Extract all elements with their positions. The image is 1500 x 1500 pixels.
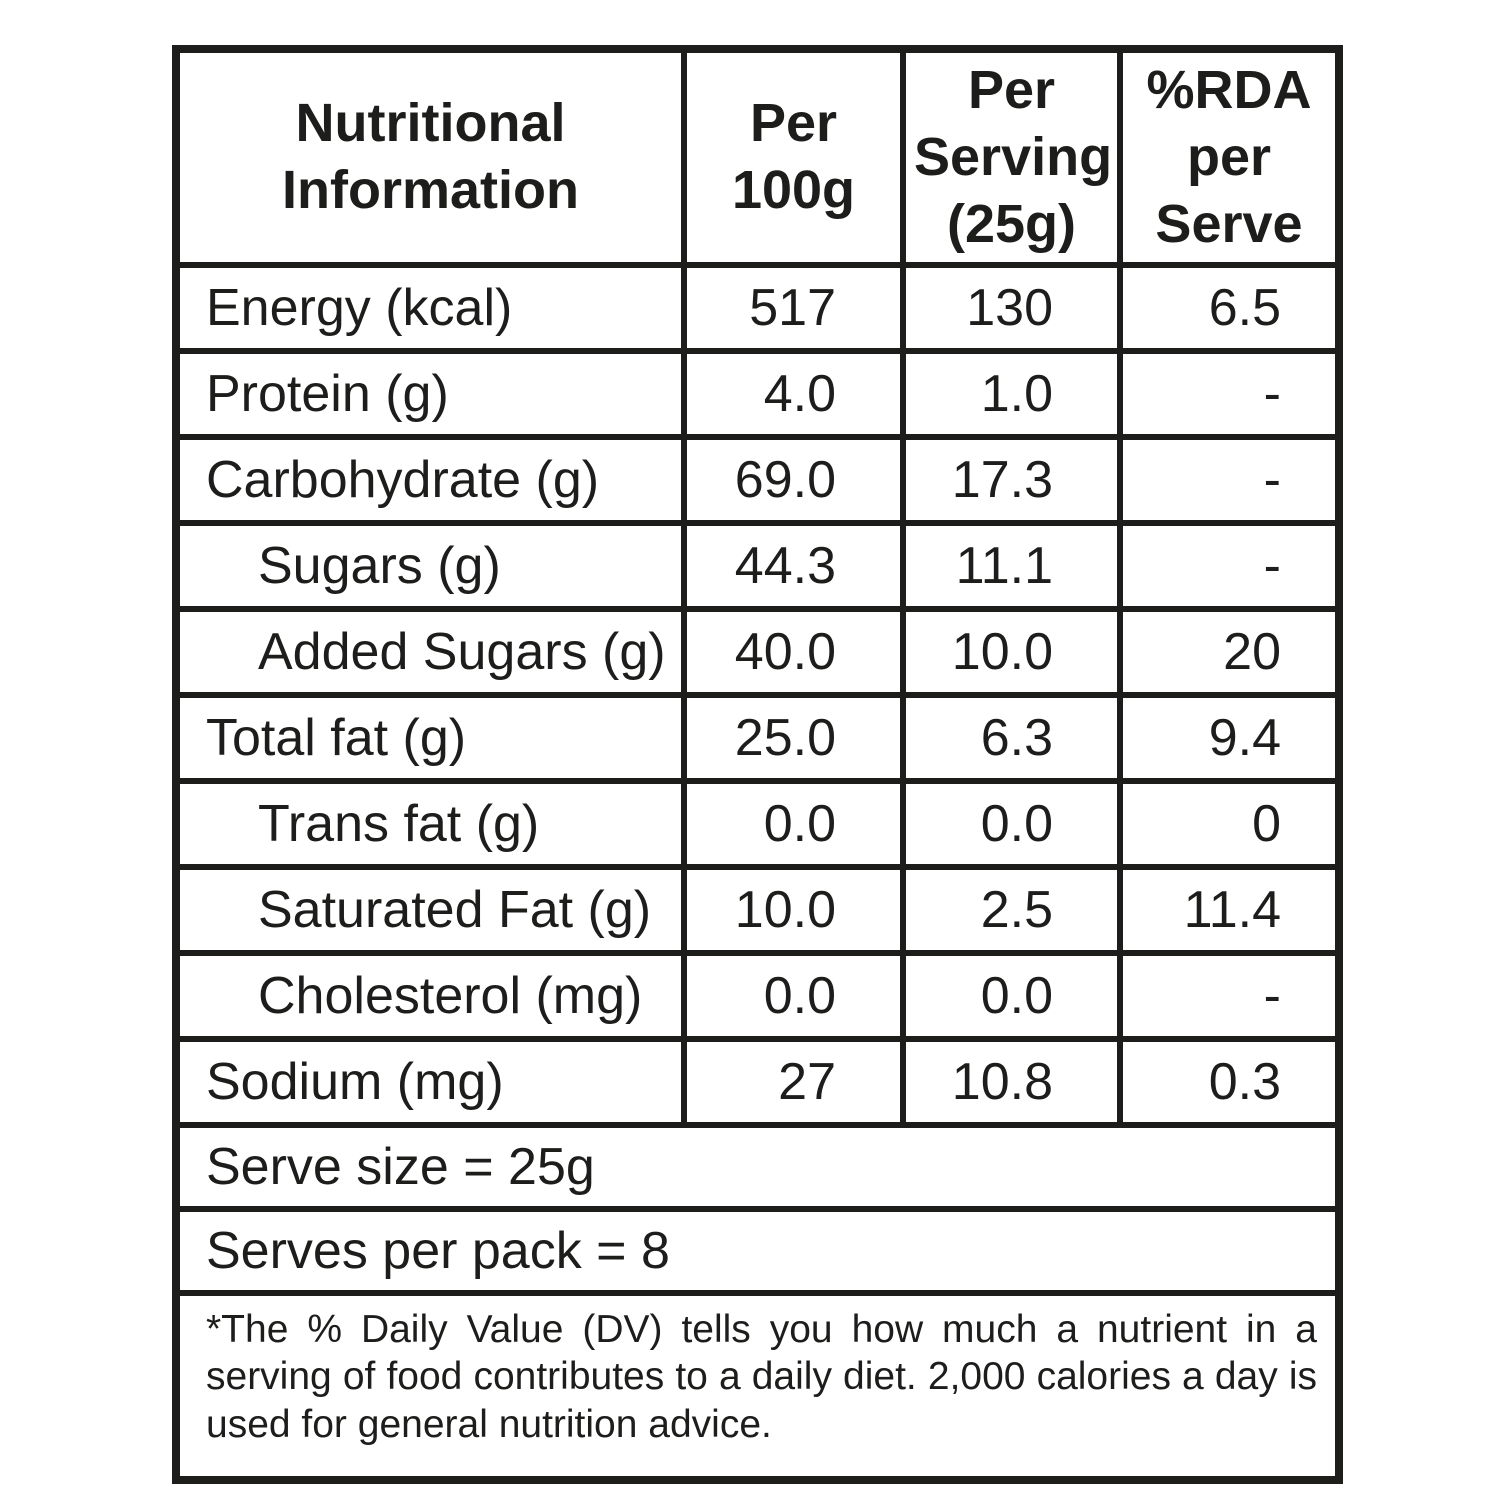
per-serving-value: 2.5 xyxy=(900,863,1123,956)
per-100g-value: 25.0 xyxy=(681,691,906,784)
per-serving-value: 10.0 xyxy=(900,605,1123,698)
rda-value: - xyxy=(1117,347,1342,440)
rda-value: 0 xyxy=(1117,777,1342,870)
per-100g-value: 10.0 xyxy=(681,863,906,956)
nutrient-label: Total fat (g) xyxy=(173,691,687,784)
per-100g-value: 4.0 xyxy=(681,347,906,440)
table-row-added-sugars: Added Sugars (g) 40.0 10.0 20 xyxy=(173,605,1342,698)
header-nutritional-information: Nutritional Information xyxy=(173,46,687,268)
serve-size-row: Serve size = 25g xyxy=(173,1121,1342,1212)
per-100g-value: 517 xyxy=(681,261,906,354)
nutrient-label: Sugars (g) xyxy=(173,519,687,612)
table-row-total-fat: Total fat (g) 25.0 6.3 9.4 xyxy=(173,691,1342,784)
header-per-100g: Per 100g xyxy=(681,46,906,268)
serves-per-pack-row: Serves per pack = 8 xyxy=(173,1205,1342,1296)
table-row-carbohydrate: Carbohydrate (g) 69.0 17.3 - xyxy=(173,433,1342,526)
rda-value: - xyxy=(1117,519,1342,612)
header-rda-per-serve: %RDA per Serve xyxy=(1117,46,1342,268)
rda-value: 11.4 xyxy=(1117,863,1342,956)
nutrition-table: Nutritional Information Per 100g Per Ser… xyxy=(172,45,1343,1484)
table-row-protein: Protein (g) 4.0 1.0 - xyxy=(173,347,1342,440)
table-row-trans-fat: Trans fat (g) 0.0 0.0 0 xyxy=(173,777,1342,870)
footnote-text: *The % Daily Value (DV) tells you how mu… xyxy=(173,1289,1342,1483)
per-100g-value: 0.0 xyxy=(681,949,906,1042)
rda-value: - xyxy=(1117,949,1342,1042)
serves-per-pack-text: Serves per pack = 8 xyxy=(173,1205,1342,1296)
per-serving-value: 6.3 xyxy=(900,691,1123,784)
nutrient-label: Energy (kcal) xyxy=(173,261,687,354)
per-serving-value: 10.8 xyxy=(900,1035,1123,1128)
nutrient-label: Added Sugars (g) xyxy=(173,605,687,698)
table-row-cholesterol: Cholesterol (mg) 0.0 0.0 - xyxy=(173,949,1342,1042)
per-100g-value: 69.0 xyxy=(681,433,906,526)
table-row-sodium: Sodium (mg) 27 10.8 0.3 xyxy=(173,1035,1342,1128)
rda-value: 0.3 xyxy=(1117,1035,1342,1128)
per-serving-value: 0.0 xyxy=(900,777,1123,870)
per-100g-value: 0.0 xyxy=(681,777,906,870)
per-serving-value: 0.0 xyxy=(900,949,1123,1042)
per-100g-value: 40.0 xyxy=(681,605,906,698)
per-100g-value: 44.3 xyxy=(681,519,906,612)
table-row-sugars: Sugars (g) 44.3 11.1 - xyxy=(173,519,1342,612)
per-100g-value: 27 xyxy=(681,1035,906,1128)
per-serving-value: 130 xyxy=(900,261,1123,354)
nutrient-label: Trans fat (g) xyxy=(173,777,687,870)
nutrient-label: Carbohydrate (g) xyxy=(173,433,687,526)
nutrient-label: Sodium (mg) xyxy=(173,1035,687,1128)
rda-value: 20 xyxy=(1117,605,1342,698)
footnote-row: *The % Daily Value (DV) tells you how mu… xyxy=(173,1289,1342,1483)
per-serving-value: 1.0 xyxy=(900,347,1123,440)
rda-value: 9.4 xyxy=(1117,691,1342,784)
per-serving-value: 17.3 xyxy=(900,433,1123,526)
rda-value: 6.5 xyxy=(1117,261,1342,354)
header-per-serving: Per Serving (25g) xyxy=(900,46,1123,268)
header-row: Nutritional Information Per 100g Per Ser… xyxy=(173,46,1342,268)
nutrient-label: Protein (g) xyxy=(173,347,687,440)
per-serving-value: 11.1 xyxy=(900,519,1123,612)
table-row-energy: Energy (kcal) 517 130 6.5 xyxy=(173,261,1342,354)
rda-value: - xyxy=(1117,433,1342,526)
table-row-saturated-fat: Saturated Fat (g) 10.0 2.5 11.4 xyxy=(173,863,1342,956)
nutrient-label: Saturated Fat (g) xyxy=(173,863,687,956)
serve-size-text: Serve size = 25g xyxy=(173,1121,1342,1212)
nutrient-label: Cholesterol (mg) xyxy=(173,949,687,1042)
